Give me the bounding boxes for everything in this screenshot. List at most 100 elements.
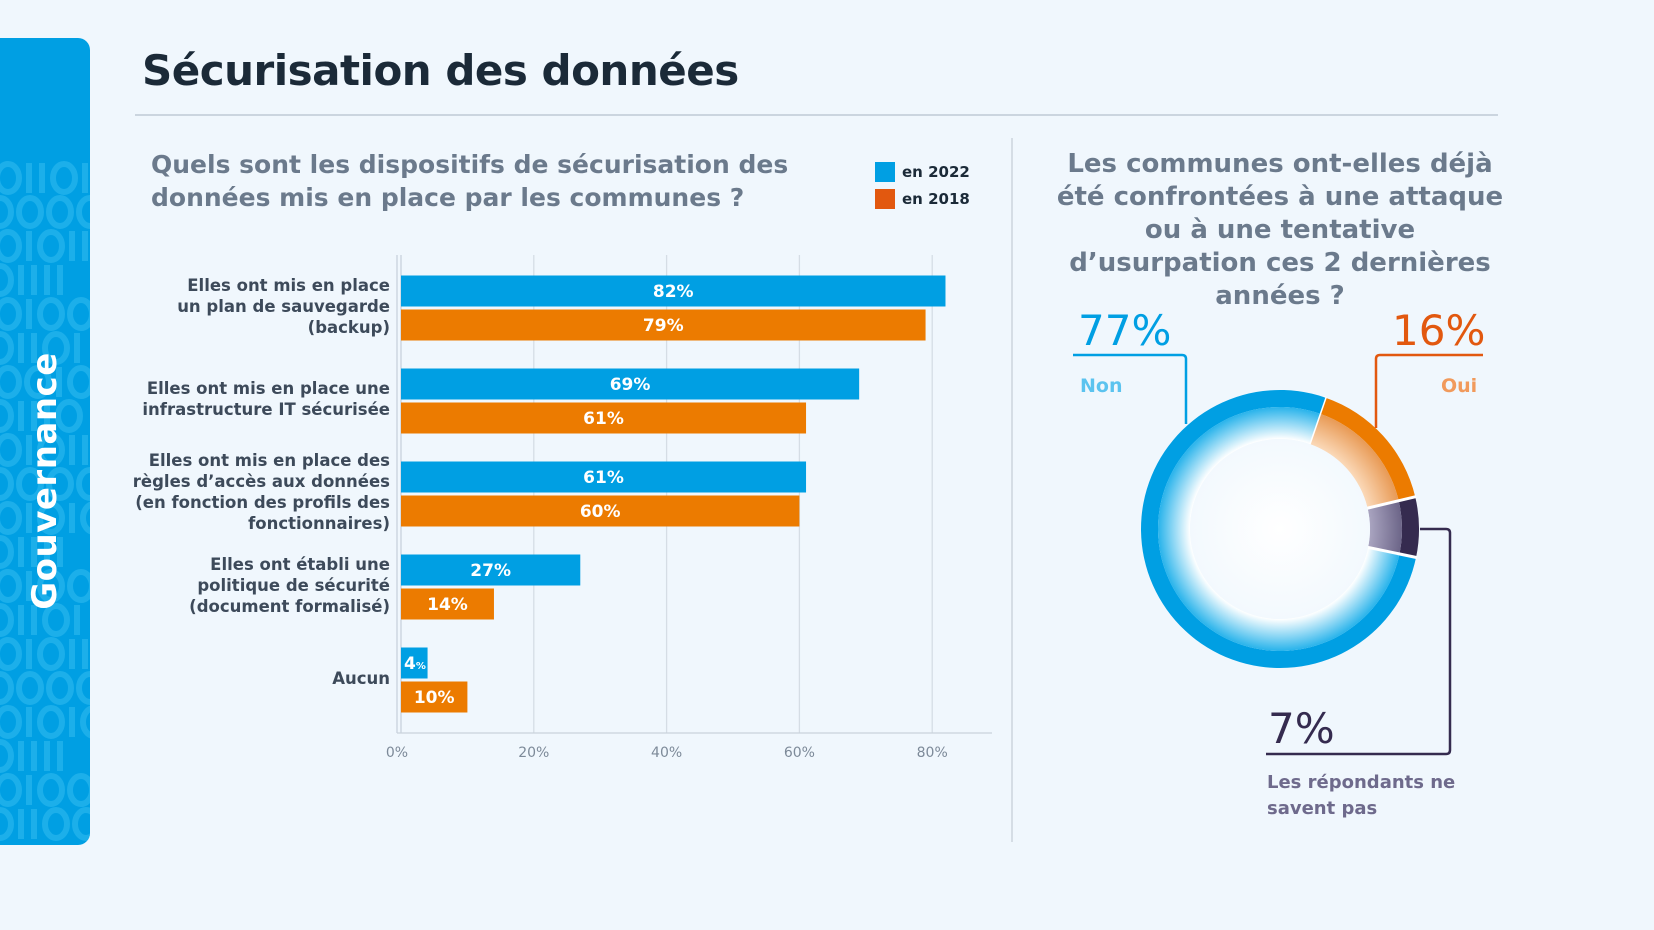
answer-nsp-label: Les répondants ne savent pas bbox=[1267, 772, 1456, 819]
bar-en-2022-4 bbox=[401, 647, 428, 679]
legend-swatch-2022 bbox=[875, 161, 895, 182]
donut-slice-inner-oui bbox=[1309, 413, 1399, 509]
binary-zero bbox=[37, 229, 65, 263]
category-label: Elles ont établi une politique de sécurit… bbox=[189, 554, 390, 617]
binary-zero bbox=[0, 739, 14, 773]
category-label: Elles ont mis en place des règles d’accès… bbox=[133, 450, 390, 534]
category-label-line: (en fonction des profils des bbox=[135, 493, 390, 512]
binary-zero bbox=[37, 501, 65, 535]
bar-chart: 0% 20% 40% 60% 80% 82% 69% 61% 27% 4% 79% 61% 60% 14%… bbox=[386, 255, 992, 761]
binary-one bbox=[18, 265, 24, 295]
answer-non-label: Non bbox=[1080, 375, 1123, 397]
bar-value-label: 27% bbox=[470, 561, 511, 581]
donut-slice-inner-les bbox=[1367, 500, 1402, 554]
category-label: Elles ont mis en place une infrastructure… bbox=[142, 378, 390, 420]
bar-value-label: 82% bbox=[653, 282, 694, 302]
bar-value-label: 60% bbox=[580, 502, 621, 522]
binary-zero bbox=[0, 705, 22, 739]
page-title: Sécurisation des données bbox=[142, 46, 739, 95]
binary-zero bbox=[37, 637, 65, 671]
binary-zero bbox=[0, 161, 22, 195]
binary-zero bbox=[0, 637, 22, 671]
binary-one bbox=[26, 571, 32, 601]
binary-zero bbox=[80, 705, 90, 739]
binary-one bbox=[31, 265, 37, 295]
binary-one bbox=[69, 639, 75, 669]
binary-one bbox=[26, 775, 32, 805]
binary-one bbox=[44, 537, 50, 567]
binary-zero bbox=[72, 807, 90, 841]
binary-zero bbox=[67, 297, 90, 331]
binary-zero bbox=[0, 399, 14, 433]
binary-zero bbox=[0, 229, 22, 263]
binary-one bbox=[31, 809, 37, 839]
binary-one bbox=[26, 707, 32, 737]
category-label-line: règles d’accès aux données bbox=[132, 472, 390, 491]
bar-en-2018-1 bbox=[401, 402, 807, 434]
binary-zero bbox=[16, 671, 44, 705]
x-tick-label: 40% bbox=[651, 745, 682, 761]
binary-zero bbox=[42, 807, 70, 841]
bar-value-label: 61% bbox=[583, 468, 624, 488]
binary-zero bbox=[46, 195, 74, 229]
legend-swatch-2018 bbox=[875, 188, 895, 209]
binary-one bbox=[31, 741, 37, 771]
binary-one bbox=[18, 333, 24, 363]
binary-one bbox=[39, 163, 45, 193]
binary-zero bbox=[37, 705, 65, 739]
binary-zero bbox=[42, 603, 70, 637]
binary-one bbox=[82, 435, 88, 465]
binary-zero bbox=[0, 807, 14, 841]
legend-label-2022: en 2022 bbox=[902, 162, 970, 181]
binary-zero bbox=[0, 263, 14, 297]
slice-separator bbox=[1307, 396, 1327, 446]
binary-zero bbox=[76, 671, 90, 705]
binary-one bbox=[31, 537, 37, 567]
binary-zero bbox=[24, 365, 52, 399]
answer-nsp-percent: 7% bbox=[1268, 704, 1335, 753]
chart-legend: en 2022 en 2018 bbox=[875, 158, 970, 212]
slice-separator bbox=[1366, 495, 1417, 510]
binary-one bbox=[18, 401, 24, 431]
legend-item-2018: en 2018 bbox=[875, 185, 970, 212]
legend-item-2022: en 2022 bbox=[875, 158, 970, 185]
binary-zero bbox=[0, 331, 14, 365]
binary-one bbox=[26, 639, 32, 669]
legend-label-2018: en 2018 bbox=[902, 189, 970, 208]
donut-hole bbox=[1190, 439, 1370, 619]
donut-slice-inner-non bbox=[1157, 407, 1400, 651]
title-divider bbox=[135, 114, 1498, 116]
binary-zero bbox=[0, 535, 14, 569]
bar-value-label: 61% bbox=[583, 409, 624, 429]
bar-value-label: 4% bbox=[404, 654, 426, 674]
category-label: Elles ont mis en place un plan de sauvega… bbox=[177, 275, 390, 338]
binary-zero bbox=[67, 773, 90, 807]
binary-one bbox=[82, 231, 88, 261]
binary-zero bbox=[46, 671, 74, 705]
binary-one bbox=[82, 639, 88, 669]
binary-zero bbox=[0, 365, 22, 399]
binary-zero bbox=[0, 671, 14, 705]
binary-one bbox=[69, 231, 75, 261]
binary-one bbox=[26, 163, 32, 193]
binary-one bbox=[18, 605, 24, 635]
binary-one bbox=[31, 605, 37, 635]
category-label-line: Elles ont établi une bbox=[210, 554, 390, 574]
binary-one bbox=[18, 537, 24, 567]
binary-one bbox=[26, 435, 32, 465]
x-tick-label: 0% bbox=[386, 745, 408, 761]
bar-en-2018-2 bbox=[401, 495, 800, 527]
donut-slice-outer-oui bbox=[1319, 397, 1416, 501]
binary-one bbox=[57, 537, 63, 567]
binary-one bbox=[69, 435, 75, 465]
binary-zero bbox=[37, 773, 65, 807]
binary-one bbox=[57, 265, 63, 295]
category-label-line: (backup) bbox=[307, 317, 390, 337]
category-label-line: Aucun bbox=[332, 668, 390, 688]
category-label-line: (document formalisé) bbox=[189, 596, 390, 616]
binary-zero bbox=[0, 297, 22, 331]
slice-separator bbox=[1366, 545, 1418, 560]
binary-one bbox=[18, 809, 24, 839]
bar-en-2022-2 bbox=[401, 461, 807, 493]
donut-chart-question: Les communes ont-elles déjà été confront… bbox=[1056, 149, 1504, 311]
